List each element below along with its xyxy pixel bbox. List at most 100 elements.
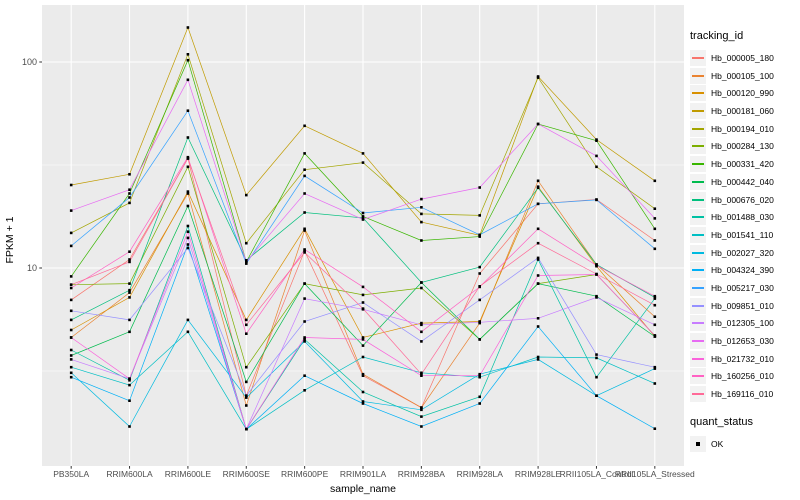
data-point-marker bbox=[186, 109, 190, 112]
data-point-marker bbox=[303, 192, 306, 195]
axis-tick-labels: 10 100 PB350LA RRIM600LA RRIM600LE RRIM600SE R… bbox=[22, 57, 695, 479]
legend-item: Hb_000676_020 bbox=[690, 191, 774, 208]
legend-key bbox=[690, 67, 706, 84]
legend-color-line-icon bbox=[692, 74, 704, 77]
legend-item: Hb_000105_100 bbox=[690, 67, 774, 84]
legend-label: Hb_000181_060 bbox=[711, 106, 774, 117]
data-point-marker bbox=[303, 227, 306, 231]
legend-label: Hb_000676_020 bbox=[711, 194, 774, 205]
data-point-marker bbox=[128, 296, 131, 299]
x-tick-label: RRIM600PE bbox=[281, 469, 329, 479]
data-point-marker bbox=[69, 365, 73, 369]
gridlines bbox=[42, 5, 684, 466]
data-point-marker bbox=[653, 365, 657, 369]
data-point-marker bbox=[69, 244, 73, 248]
legend-key bbox=[690, 209, 706, 226]
data-point-marker bbox=[420, 206, 423, 209]
x-tick-label: RRIM600LE bbox=[165, 469, 212, 479]
data-point-marker bbox=[303, 124, 306, 128]
legend-label-ok: OK bbox=[711, 439, 724, 450]
data-point-marker bbox=[653, 217, 657, 220]
data-point-marker bbox=[245, 259, 248, 262]
data-point-marker bbox=[420, 281, 423, 284]
data-point-marker bbox=[303, 168, 306, 171]
data-point-marker bbox=[186, 192, 190, 195]
data-point-marker bbox=[245, 323, 248, 327]
data-point-marker bbox=[361, 400, 365, 403]
legend-key bbox=[690, 120, 706, 137]
data-point-marker bbox=[245, 365, 248, 369]
legend-item: Hb_000181_060 bbox=[690, 103, 774, 120]
data-point-marker bbox=[361, 307, 365, 310]
data-point-marker bbox=[536, 317, 540, 320]
data-point-marker bbox=[186, 243, 190, 246]
legend-color-line-icon bbox=[692, 286, 704, 289]
data-point-marker bbox=[186, 204, 190, 208]
legend-item: Hb_000442_040 bbox=[690, 173, 774, 190]
data-point-marker bbox=[303, 338, 306, 341]
data-point-marker bbox=[69, 371, 73, 375]
data-point-marker bbox=[653, 227, 657, 231]
data-point-marker bbox=[128, 288, 131, 292]
legend-key bbox=[690, 368, 706, 385]
data-point-marker bbox=[595, 272, 598, 276]
legend-label: Hb_000194_010 bbox=[711, 123, 774, 134]
data-point-marker bbox=[186, 190, 190, 193]
data-point-marker bbox=[536, 202, 540, 206]
legend-quant-status: quant_status OK bbox=[690, 416, 774, 453]
data-point-marker bbox=[245, 318, 248, 322]
legend-label: Hb_001541_110 bbox=[711, 229, 774, 240]
legend-item: Hb_002027_320 bbox=[690, 244, 774, 261]
data-point-marker bbox=[536, 227, 540, 231]
legend-color-line-icon bbox=[692, 233, 704, 236]
data-point-marker bbox=[361, 216, 365, 220]
legend-color-line-icon bbox=[692, 251, 704, 254]
data-point-marker bbox=[478, 372, 481, 376]
data-point-marker bbox=[128, 250, 131, 253]
data-point-marker bbox=[128, 318, 131, 322]
legend-label: Hb_012305_100 bbox=[711, 318, 774, 329]
legend-item: Hb_021732_010 bbox=[690, 350, 774, 367]
data-point-marker bbox=[361, 390, 365, 394]
data-point-marker bbox=[536, 274, 540, 277]
x-axis-title: sample_name bbox=[330, 483, 396, 495]
legend-item-ok: OK bbox=[690, 436, 774, 453]
legend-key bbox=[690, 262, 706, 279]
legend-key bbox=[690, 244, 706, 261]
data-point-marker bbox=[420, 239, 423, 242]
legend-key bbox=[690, 85, 706, 102]
x-tick-label: RRIM600LA bbox=[106, 469, 153, 479]
data-point-marker bbox=[245, 332, 248, 335]
data-point-marker bbox=[69, 358, 73, 361]
data-point-marker bbox=[361, 293, 365, 297]
legend-item: Hb_012653_030 bbox=[690, 333, 774, 349]
data-point-marker bbox=[303, 389, 306, 392]
data-point-marker bbox=[303, 320, 306, 323]
data-point-marker bbox=[128, 383, 131, 387]
data-point-marker bbox=[128, 173, 131, 176]
legend-label: Hb_000005_180 bbox=[711, 53, 774, 63]
data-point-marker bbox=[420, 372, 423, 376]
data-point-marker bbox=[245, 260, 248, 264]
legend-color-line-icon bbox=[692, 340, 704, 342]
data-point-marker bbox=[361, 344, 365, 347]
data-point-marker bbox=[478, 374, 481, 377]
x-tick-label: RRIM928BA bbox=[398, 469, 446, 479]
data-point-marker bbox=[653, 303, 657, 307]
data-point-marker bbox=[186, 78, 190, 82]
data-point-marker bbox=[478, 265, 481, 269]
data-point-marker bbox=[536, 358, 540, 361]
data-point-marker bbox=[420, 212, 423, 216]
data-point-marker bbox=[361, 215, 365, 218]
data-point-marker bbox=[420, 323, 423, 327]
legend-color-line-icon bbox=[692, 110, 704, 113]
data-point-marker bbox=[536, 325, 540, 328]
square-point-icon bbox=[696, 442, 700, 446]
legend-label: Hb_001488_030 bbox=[711, 212, 774, 223]
legend-label: Hb_012653_030 bbox=[711, 336, 774, 346]
data-point-marker bbox=[186, 165, 190, 169]
legend-key bbox=[690, 297, 706, 314]
legend-item: Hb_001488_030 bbox=[690, 209, 774, 226]
legend-key bbox=[690, 279, 706, 296]
data-point-marker bbox=[361, 301, 365, 304]
